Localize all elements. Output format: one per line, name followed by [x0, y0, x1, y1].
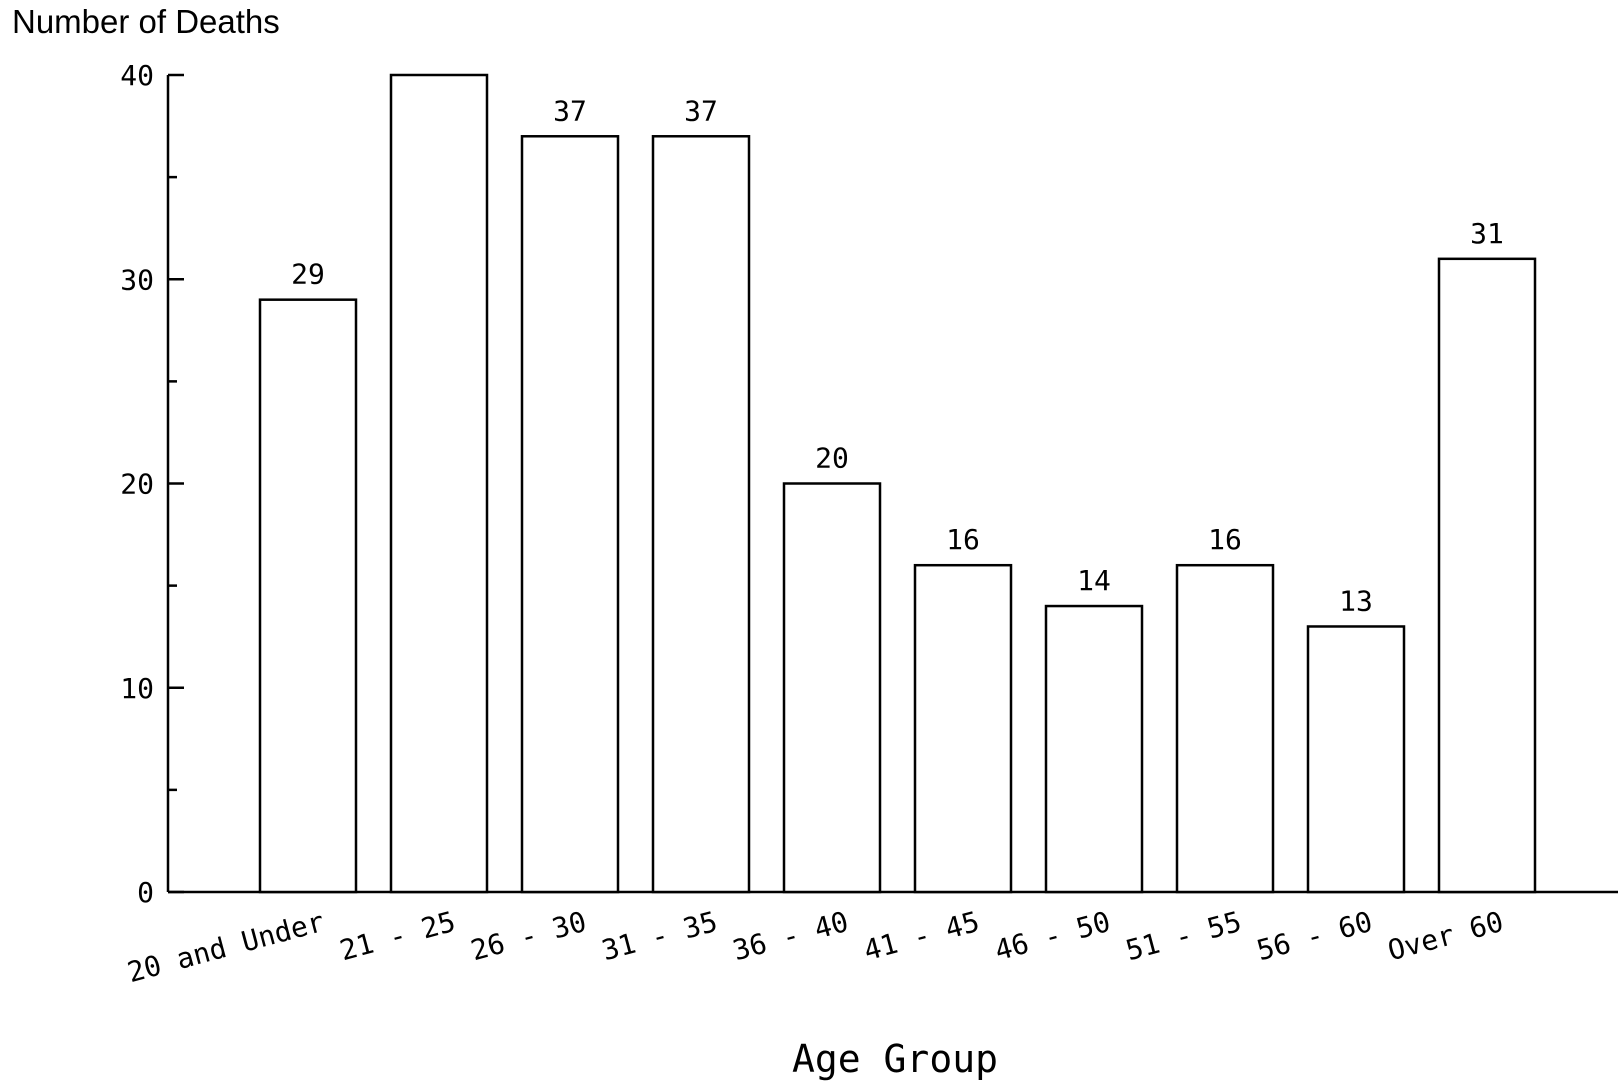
bar-value-label: 37: [684, 94, 718, 127]
bar: [1044, 604, 1144, 894]
bar-value-label: 16: [946, 523, 980, 556]
y-tick-label: 10: [120, 672, 154, 705]
y-tick-label: 30: [120, 263, 154, 296]
category-label: 26 - 30: [467, 905, 590, 967]
y-tick-label: 0: [137, 876, 154, 909]
bar-value-label: 31: [1470, 217, 1504, 250]
bar: [1437, 257, 1537, 894]
category-label: 36 - 40: [729, 905, 852, 967]
category-label: 51 - 55: [1122, 905, 1245, 967]
category-label: 21 - 25: [336, 905, 459, 967]
category-label: Over 60: [1384, 905, 1507, 967]
bar: [520, 135, 620, 894]
bar-value-label: 14: [1077, 564, 1111, 597]
bar: [782, 482, 882, 894]
category-label: 20 and Under: [124, 905, 328, 989]
category-label: 46 - 50: [991, 905, 1114, 967]
bar-value-label: 29: [291, 258, 325, 291]
bar: [913, 563, 1013, 894]
bars: [258, 73, 1537, 894]
y-axis-title: Number of Deaths: [12, 3, 280, 40]
bar-value-label: 37: [553, 94, 587, 127]
category-label: 41 - 45: [860, 905, 983, 967]
bar-value-label: 16: [1208, 523, 1242, 556]
y-tick-label: 20: [120, 468, 154, 501]
category-label: 31 - 35: [598, 905, 721, 967]
x-axis-title: Age Group: [792, 1037, 998, 1081]
bar: [389, 73, 489, 894]
bar-value-label: 20: [815, 442, 849, 475]
y-tick-label: 40: [120, 59, 154, 92]
bar: [651, 135, 751, 894]
bar-value-label: 13: [1339, 584, 1373, 617]
category-label: 56 - 60: [1253, 905, 1376, 967]
bar: [1175, 563, 1275, 894]
bar: [258, 298, 358, 894]
bar: [1306, 625, 1406, 894]
